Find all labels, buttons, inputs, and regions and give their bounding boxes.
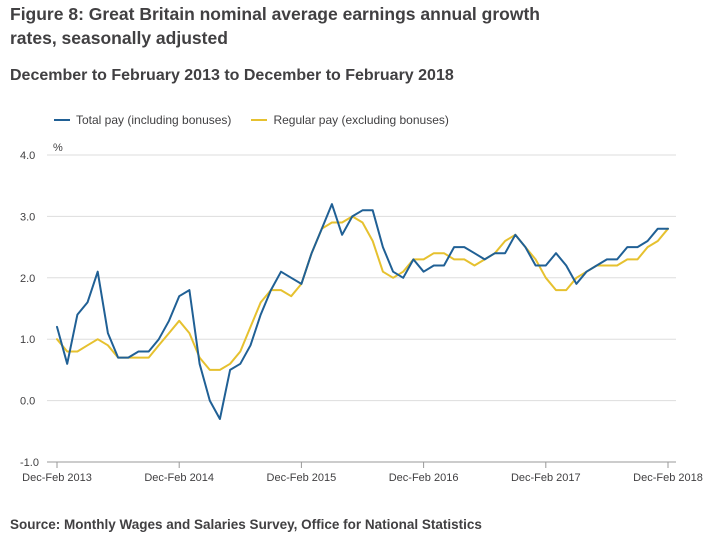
y-tick-label: 1.0 <box>20 334 35 346</box>
legend-label-total-pay: Total pay (including bonuses) <box>76 113 232 127</box>
legend-item-total-pay[interactable]: Total pay (including bonuses) <box>54 113 231 127</box>
x-tick-label: Dec-Feb 2013 <box>22 472 92 484</box>
axes: 4.0 3.0 2.0 1.0 0.0 -1.0 Dec-Feb 2013 Dec-Feb 2… <box>20 150 703 484</box>
legend-label-regular-pay: Regular pay (excluding bonuses) <box>273 113 449 127</box>
legend-item-regular-pay[interactable]: Regular pay (excluding bonuses) <box>251 113 449 127</box>
chart-legend: Total pay (including bonuses) Regular pa… <box>54 113 469 127</box>
y-tick-label: 2.0 <box>20 273 35 285</box>
y-tick-label: 4.0 <box>20 150 35 162</box>
x-tick-label: Dec-Feb 2014 <box>144 472 214 484</box>
x-tick-label: Dec-Feb 2016 <box>389 472 459 484</box>
x-tick-label: Dec-Feb 2015 <box>267 472 337 484</box>
legend-swatch-total-pay <box>54 119 70 121</box>
series-line-total-pay[interactable] <box>56 203 669 420</box>
series-line-regular-pay[interactable] <box>56 215 669 371</box>
figure-title: Figure 8: Great Britain nominal average … <box>10 4 540 48</box>
legend-swatch-regular-pay <box>251 119 268 121</box>
x-tick-label: Dec-Feb 2018 <box>633 472 703 484</box>
y-axis-unit-label: % <box>53 142 63 154</box>
y-tick-label: -1.0 <box>20 457 39 469</box>
y-tick-label: 3.0 <box>20 211 35 223</box>
series-lines <box>56 203 669 420</box>
figure-subtitle: December to February 2013 to December to… <box>10 67 454 84</box>
y-tick-label: 0.0 <box>20 396 35 408</box>
source-note: Source: Monthly Wages and Salaries Surve… <box>10 517 482 532</box>
x-tick-label: Dec-Feb 2017 <box>511 472 581 484</box>
grid-lines <box>47 154 676 463</box>
